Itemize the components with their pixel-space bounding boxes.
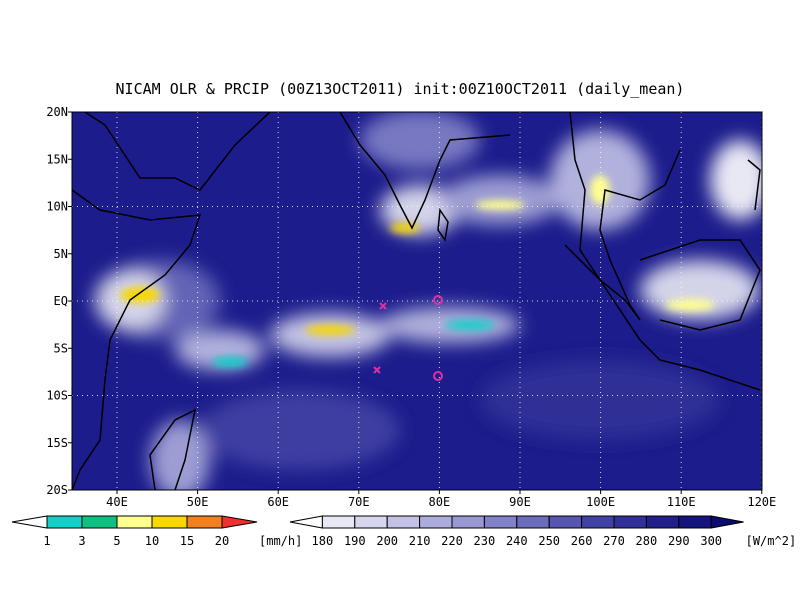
title: NICAM OLR & PRCIP (00Z13OCT2011) init:00…	[116, 80, 685, 98]
lon-label: 100E	[586, 495, 615, 509]
colorbar-label: 240	[506, 534, 528, 548]
colorbar-arrow	[710, 515, 744, 529]
colorbar-label: 290	[668, 534, 690, 548]
colorbar-label: 300	[700, 534, 722, 548]
map	[72, 112, 762, 490]
colorbar-box	[116, 515, 153, 529]
colorbar-label: 210	[409, 534, 431, 548]
lat-label: 10S	[46, 389, 68, 403]
markers	[373, 295, 443, 381]
colorbar-box	[516, 515, 550, 529]
colorbar-label: 260	[571, 534, 593, 548]
colorbar-box	[645, 515, 680, 529]
colorbar-label: 280	[636, 534, 658, 548]
colorbar-box	[581, 515, 615, 529]
colorbar-label: 20	[215, 534, 229, 548]
colorbar-box	[548, 515, 583, 529]
lat-label: 5N	[54, 247, 68, 261]
lon-label: 70E	[348, 495, 370, 509]
coastlines	[72, 112, 761, 490]
lon-label: 90E	[509, 495, 531, 509]
colorbar-label: 230	[474, 534, 496, 548]
colorbar-box	[678, 515, 712, 529]
colorbar-box	[321, 515, 356, 529]
colorbars: 1 3 5 10 15 20 [mm/h] 180 190 200 210 220 230 240 250 2…	[11, 515, 797, 548]
lat-label: 10N	[46, 200, 68, 214]
lat-label: 15S	[46, 436, 68, 450]
lat-label: 20S	[46, 483, 68, 497]
lat-label: EQ	[54, 294, 68, 308]
colorbar-arrow	[289, 515, 323, 529]
lon-label: 110E	[667, 495, 696, 509]
lon-label: 120E	[747, 495, 776, 509]
colorbar-label: 270	[603, 534, 625, 548]
colorbar-label: 3	[78, 534, 85, 548]
colorbar-box	[46, 515, 83, 529]
lon-label: 40E	[106, 495, 128, 509]
graticule	[72, 112, 762, 490]
colorbar-label: 250	[538, 534, 560, 548]
lon-label: 60E	[267, 495, 289, 509]
colorbar-label: 200	[376, 534, 398, 548]
colorbar-unit: [mm/h]	[259, 534, 302, 548]
lat-label: 20N	[46, 105, 68, 119]
colorbar-box	[451, 515, 485, 529]
colorbar-box	[483, 515, 518, 529]
lat-label: 5S	[54, 341, 68, 355]
colorbar-label: 15	[180, 534, 194, 548]
colorbar-unit: [W/m^2]	[746, 534, 797, 548]
colorbar-box	[354, 515, 388, 529]
colorbar-box	[151, 515, 188, 529]
lat-label: 15N	[46, 152, 68, 166]
colorbar-label: 180	[312, 534, 334, 548]
colorbar-arrow	[11, 515, 48, 529]
colorbar-box	[419, 515, 453, 529]
colorbar-label: 220	[441, 534, 463, 548]
colorbar-box	[186, 515, 223, 529]
colorbar-label: 1	[43, 534, 50, 548]
colorbar-label: 5	[113, 534, 120, 548]
colorbar-box	[81, 515, 118, 529]
lon-label: 80E	[429, 495, 451, 509]
lon-label: 50E	[187, 495, 209, 509]
colorbar-arrow	[221, 515, 258, 529]
colorbar-box	[613, 515, 647, 529]
colorbar-label: 10	[145, 534, 159, 548]
axes: 20N 15N 10N 5N EQ 5S 10S 15S 20S 40E 50E 60E 70E 80E 9…	[46, 105, 776, 509]
colorbar-label: 190	[344, 534, 366, 548]
colorbar-box	[386, 515, 421, 529]
